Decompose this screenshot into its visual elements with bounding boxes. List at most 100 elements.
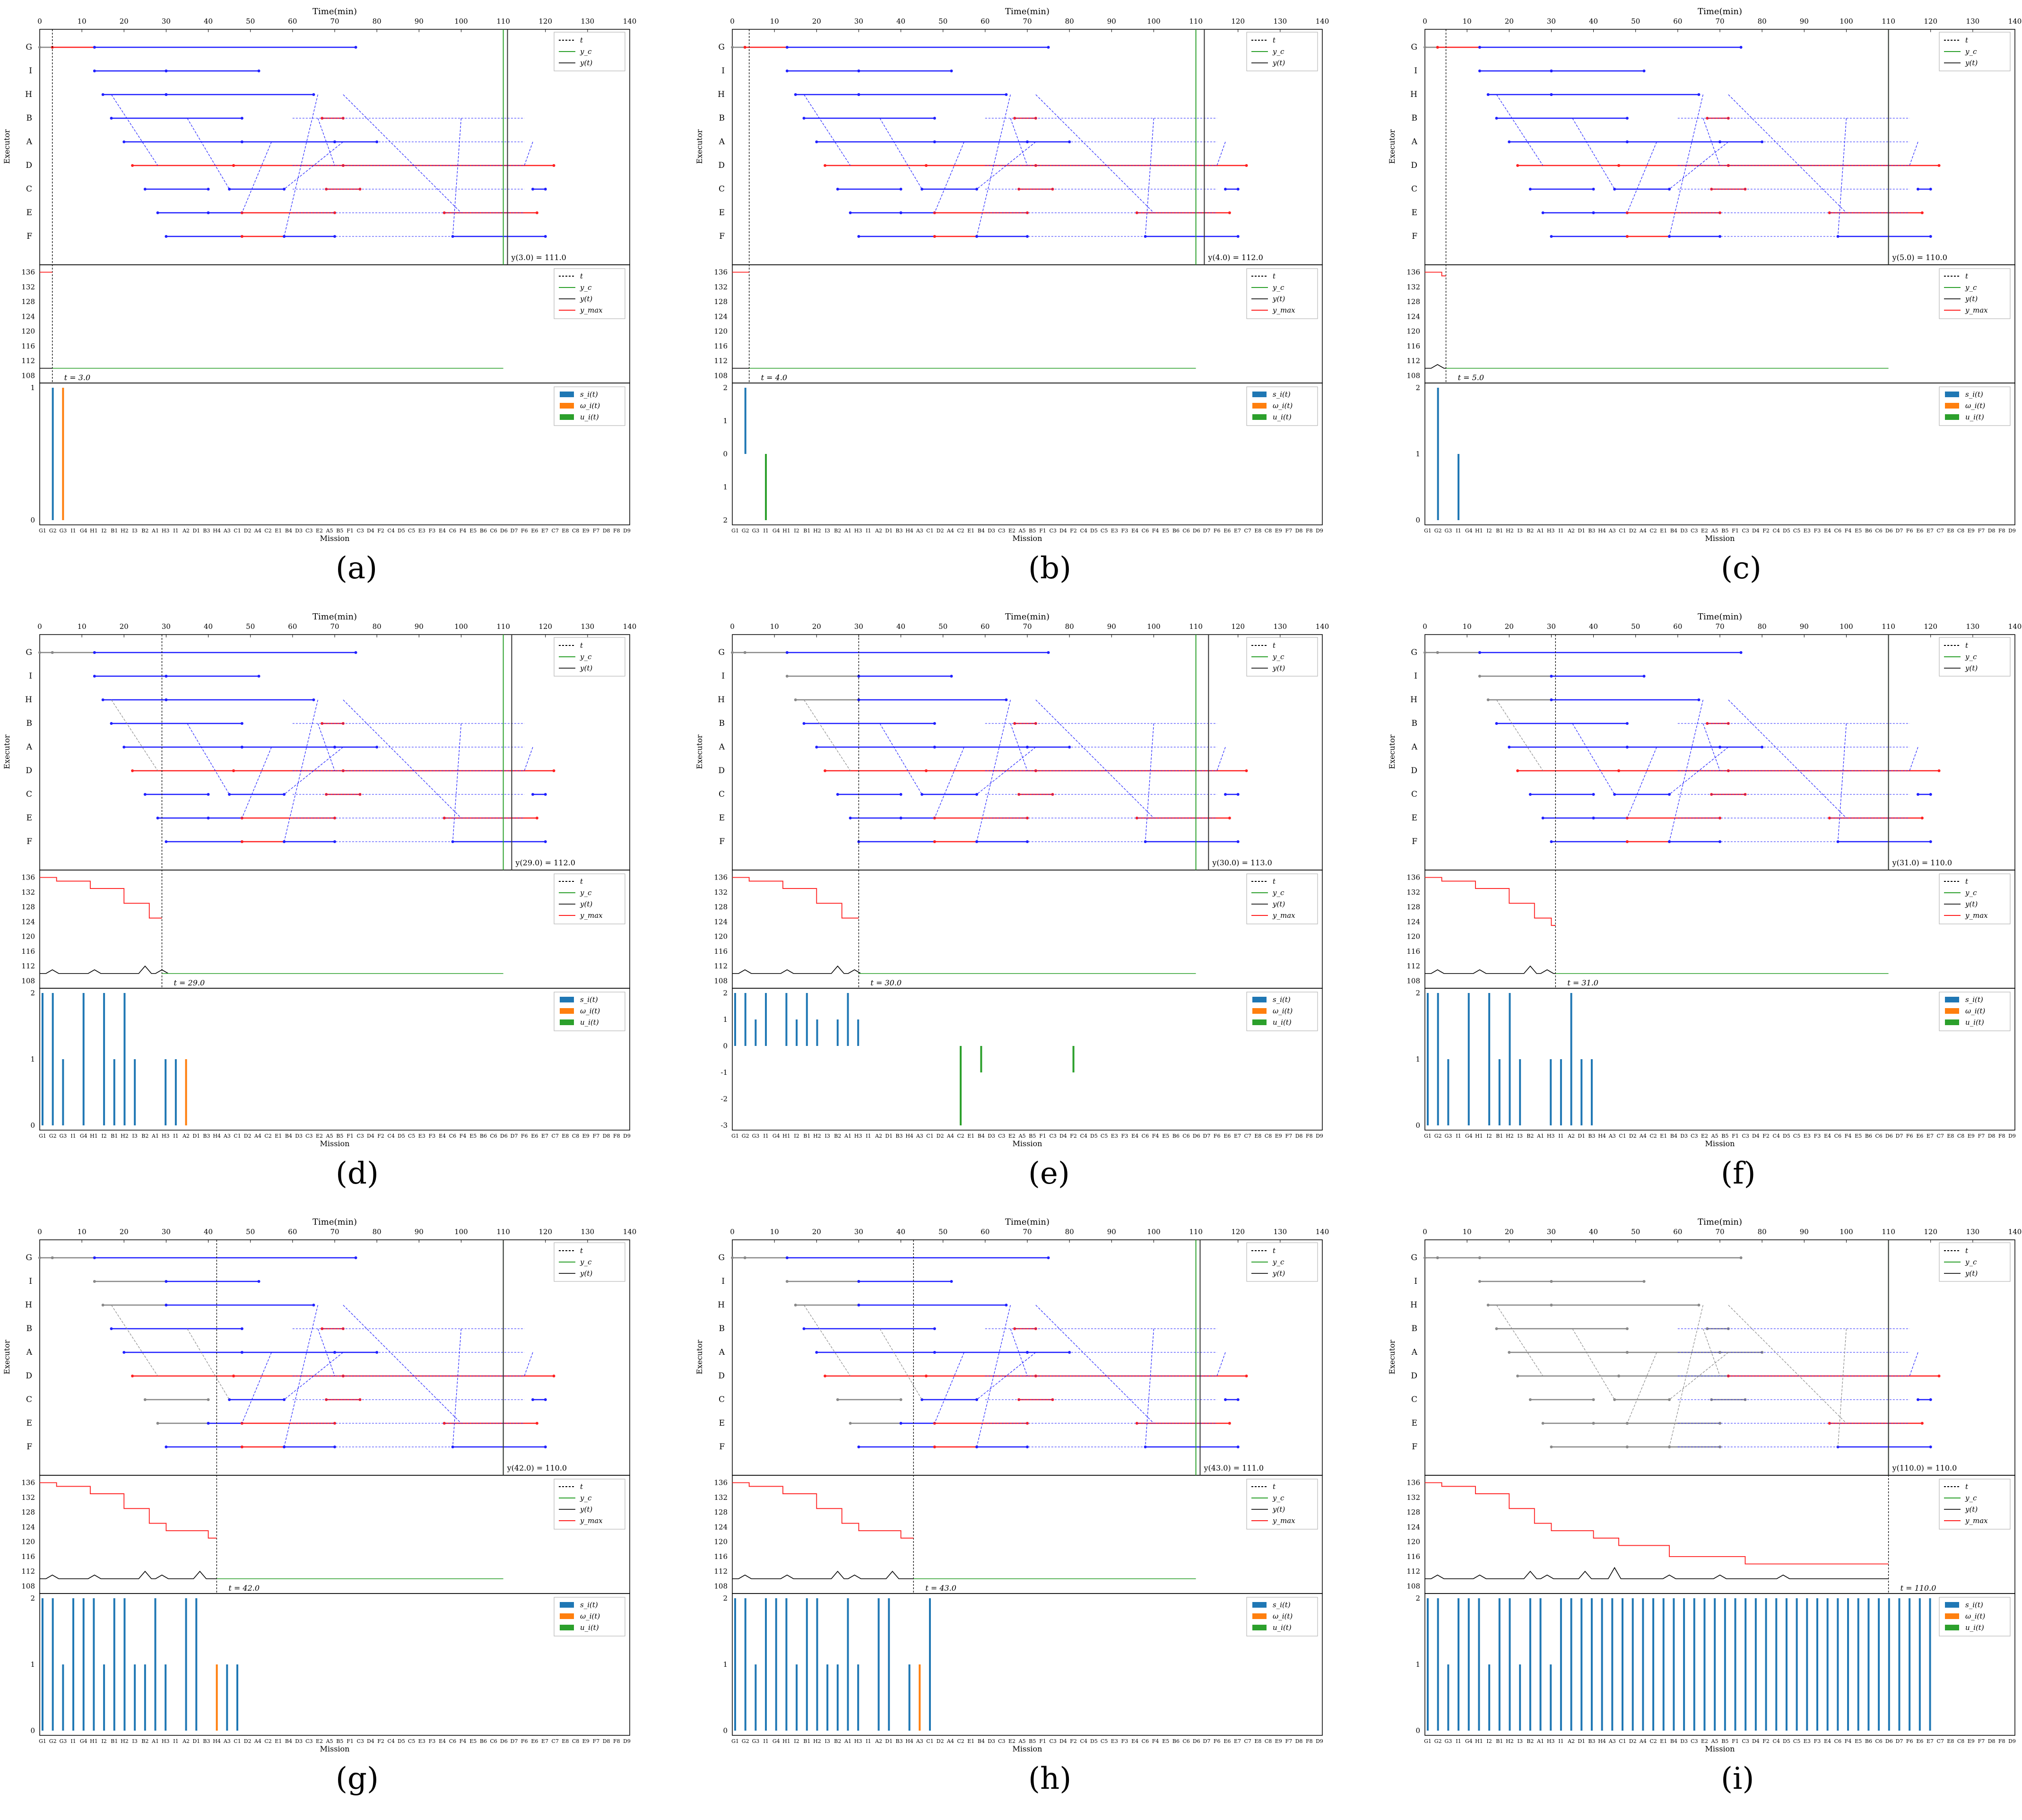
legend-swatch xyxy=(560,414,574,420)
task-start-marker xyxy=(815,746,818,749)
mission-tick-label: C2 xyxy=(957,1133,964,1139)
state-frame xyxy=(732,870,1323,989)
data-bar xyxy=(1560,1598,1562,1731)
mission-tick-label: E1 xyxy=(275,528,282,534)
task-start-marker xyxy=(93,675,96,678)
time-tick-label: 80 xyxy=(1065,17,1074,26)
task-end-marker xyxy=(975,1398,979,1401)
task-start-marker xyxy=(1718,140,1721,143)
mission-tick-label: E4 xyxy=(439,1133,446,1139)
data-bar xyxy=(62,1664,64,1731)
mission-tick-label: C4 xyxy=(1080,1133,1087,1139)
mission-tick-label: A4 xyxy=(254,528,261,534)
state-tick-label: 108 xyxy=(1406,976,1420,985)
dependency-link xyxy=(1145,723,1154,842)
executor-label: E xyxy=(719,208,725,218)
dependency-link xyxy=(1216,1352,1226,1376)
time-tick-label: 10 xyxy=(1463,1228,1472,1236)
task-start-marker xyxy=(101,93,104,96)
yt-line xyxy=(732,1570,914,1579)
mission-tick-label: E3 xyxy=(418,1738,425,1744)
data-bar xyxy=(1673,1598,1675,1731)
mission-tick-label: I1 xyxy=(70,528,76,534)
time-tick-label: 20 xyxy=(1505,1228,1514,1236)
yt-line xyxy=(1425,364,1446,369)
time-tick-label: 80 xyxy=(373,622,382,631)
mission-tick-label: A2 xyxy=(182,528,190,534)
data-bar xyxy=(1652,1598,1655,1731)
mission-tick-label: I2 xyxy=(1486,1133,1492,1139)
legend-label: y(t) xyxy=(580,900,592,908)
data-bar xyxy=(1437,1598,1439,1731)
legend-label: y_c xyxy=(1965,1494,1977,1502)
mission-tick-label: D5 xyxy=(1090,1133,1098,1139)
dependency-link xyxy=(242,141,272,213)
executor-label: B xyxy=(719,1324,725,1333)
task-start-marker xyxy=(333,140,336,143)
mission-tick-label: H3 xyxy=(1547,1738,1555,1744)
dependency-link xyxy=(111,94,158,166)
legend-label: ω_i(t) xyxy=(580,1612,600,1620)
task-start-marker xyxy=(933,1351,936,1354)
task-end-marker xyxy=(1592,793,1595,796)
mission-tick-label: I1 xyxy=(866,1738,871,1744)
data-bar xyxy=(113,1059,115,1125)
task-end-marker xyxy=(535,1422,538,1425)
executor-label: I xyxy=(721,671,725,681)
completion-time-label: y(4.0) = 112.0 xyxy=(1207,253,1263,262)
mission-tick-label: B1 xyxy=(111,1738,118,1744)
task-end-marker xyxy=(544,1398,547,1401)
data-bar xyxy=(134,1664,136,1731)
legend-label: s_i(t) xyxy=(580,1601,598,1609)
data-bar xyxy=(1488,993,1491,1125)
task-start-marker xyxy=(857,70,860,72)
task-start-marker xyxy=(232,164,235,167)
mission-tick-label: D8 xyxy=(1988,528,1996,534)
task-start-marker xyxy=(785,70,789,72)
time-marker-label: t = 5.0 xyxy=(1458,373,1484,382)
mission-tick-label: C2 xyxy=(957,1738,964,1744)
mission-tick-label: D8 xyxy=(603,528,610,534)
mission-tick-label: E7 xyxy=(1927,1738,1934,1744)
time-tick-label: 90 xyxy=(415,17,424,26)
dependency-link xyxy=(1035,1305,1154,1424)
data-bar xyxy=(1806,1598,1808,1731)
dependency-link xyxy=(1702,1328,1720,1376)
task-start-marker xyxy=(443,1422,446,1425)
data-bar xyxy=(775,1598,777,1731)
executor-axis-label: Executor xyxy=(2,734,11,769)
mission-tick-label: A5 xyxy=(326,528,333,534)
mission-tick-label: F8 xyxy=(613,1133,620,1139)
state-tick-label: 116 xyxy=(714,1552,728,1561)
task-end-marker xyxy=(240,1327,243,1330)
state-frame xyxy=(39,1475,630,1594)
mission-tick-label: D4 xyxy=(367,1738,374,1744)
time-tick-label: 140 xyxy=(1316,1228,1329,1236)
dependency-link xyxy=(879,118,922,190)
dependency-link xyxy=(1669,1305,1703,1447)
dependency-link xyxy=(976,1352,1036,1400)
mission-tick-label: A2 xyxy=(182,1133,190,1139)
mission-tick-label: E6 xyxy=(1916,1738,1923,1744)
task-start-marker xyxy=(1516,769,1519,772)
mission-tick-label: F4 xyxy=(460,528,467,534)
dependency-link xyxy=(1909,1352,1918,1376)
mission-tick-label: D5 xyxy=(1090,1738,1098,1744)
executor-label: C xyxy=(719,184,725,194)
mission-tick-label: D6 xyxy=(500,528,508,534)
mission-tick-label: F1 xyxy=(1732,1133,1739,1139)
dependency-link xyxy=(934,141,964,213)
gantt-frame xyxy=(39,1239,630,1476)
dependency-link xyxy=(343,94,461,213)
task-start-marker xyxy=(1528,188,1532,191)
time-tick-label: 130 xyxy=(1966,17,1980,26)
task-start-marker xyxy=(785,675,789,678)
dependency-link xyxy=(1627,141,1657,213)
legend-label: y(t) xyxy=(1965,1269,1978,1278)
bar-tick-label: 2 xyxy=(1415,1594,1420,1602)
mission-tick-label: D6 xyxy=(500,1738,508,1744)
mission-tick-label: I2 xyxy=(794,1133,799,1139)
mission-tick-label: D1 xyxy=(1578,1133,1585,1139)
mission-tick-label: G1 xyxy=(1424,1133,1432,1139)
data-bar xyxy=(1072,1046,1075,1072)
